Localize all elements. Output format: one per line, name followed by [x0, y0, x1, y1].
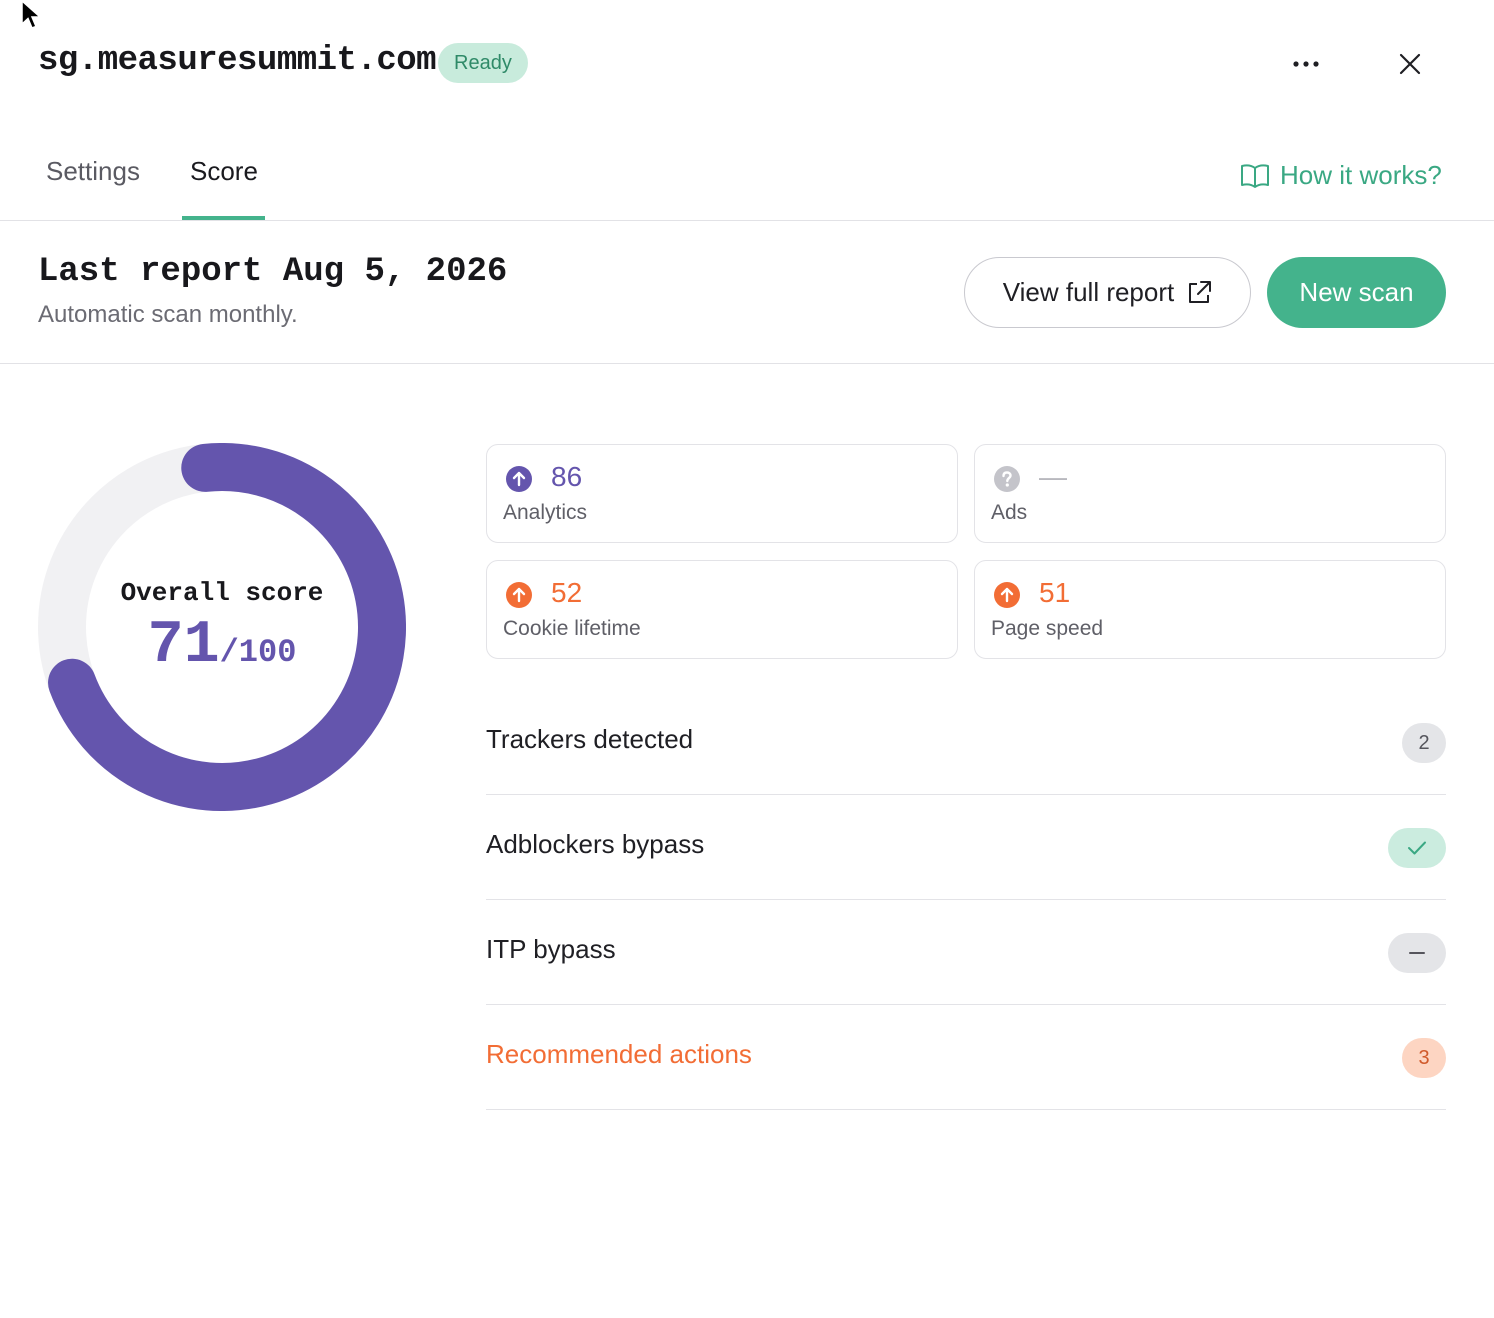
close-button[interactable]	[1388, 42, 1432, 86]
more-options-button[interactable]	[1282, 44, 1330, 84]
external-link-icon	[1189, 280, 1212, 303]
row-adblockers-bypass[interactable]: Adblockers bypass	[486, 795, 1446, 900]
row-label: Adblockers bypass	[486, 829, 705, 859]
status-badge: Ready	[438, 43, 528, 83]
row-label: ITP bypass	[486, 934, 616, 964]
domain-title: sg.measuresummit.com	[38, 42, 437, 80]
report-title: Last report Aug 5, 2026	[38, 253, 508, 291]
metric-card-cookie-lifetime[interactable]: 52 Cookie lifetime	[486, 560, 958, 659]
panel-header: sg.measuresummit.com Ready	[0, 0, 1494, 130]
check-icon	[1408, 841, 1426, 855]
minus-icon	[1409, 952, 1425, 954]
count-badge: 3	[1402, 1038, 1446, 1078]
arrow-up-circle-icon	[994, 582, 1020, 608]
row-trackers-detected[interactable]: Trackers detected 2	[486, 690, 1446, 795]
overall-score-gauge	[38, 443, 406, 811]
active-tab-indicator	[182, 216, 265, 220]
metric-label: Page speed	[991, 617, 1104, 640]
close-icon	[1399, 53, 1421, 75]
metric-card-analytics[interactable]: 86 Analytics	[486, 444, 958, 543]
metric-label: Analytics	[503, 501, 588, 524]
question-circle-icon	[994, 466, 1020, 492]
status-pill	[1388, 828, 1446, 868]
tab-bar: Settings Score How it works?	[0, 130, 1494, 221]
arrow-up-circle-icon	[506, 466, 532, 492]
metric-value: 52	[551, 577, 583, 608]
how-it-works-link[interactable]: How it works?	[1240, 160, 1442, 191]
report-section: Last report Aug 5, 2026 Automatic scan m…	[0, 221, 1494, 364]
score-number: 71	[147, 612, 220, 680]
tab-score[interactable]: Score	[190, 156, 258, 186]
count-badge: 2	[1402, 723, 1446, 763]
metric-value: 86	[551, 461, 583, 492]
tab-settings[interactable]: Settings	[46, 156, 140, 186]
metric-value: 51	[1039, 577, 1071, 608]
metric-label: Ads	[991, 501, 1028, 524]
metric-card-page-speed[interactable]: 51 Page speed	[974, 560, 1446, 659]
report-subtitle: Automatic scan monthly.	[38, 301, 298, 328]
how-it-works-label: How it works?	[1280, 160, 1442, 190]
view-full-report-label: View full report	[1002, 277, 1175, 307]
book-icon	[1241, 163, 1269, 188]
overall-score-label: Overall score	[120, 578, 324, 608]
metric-card-ads[interactable]: — Ads	[974, 444, 1446, 543]
view-full-report-button[interactable]: View full report	[964, 257, 1251, 328]
arrow-up-circle-icon	[506, 582, 532, 608]
more-dots-icon	[1293, 61, 1319, 67]
metric-label: Cookie lifetime	[503, 617, 641, 640]
row-itp-bypass[interactable]: ITP bypass	[486, 900, 1446, 1005]
row-label: Recommended actions	[486, 1039, 752, 1069]
overall-score-value: 71/100	[38, 612, 406, 680]
status-pill	[1388, 933, 1446, 973]
new-scan-button[interactable]: New scan	[1267, 257, 1446, 328]
row-label: Trackers detected	[486, 724, 694, 754]
score-max: /100	[219, 634, 297, 671]
row-recommended-actions[interactable]: Recommended actions 3	[486, 1005, 1446, 1110]
metric-value: —	[1039, 461, 1067, 492]
mouse-cursor-icon	[21, 0, 42, 29]
gauge-progress-arc	[48, 443, 406, 811]
